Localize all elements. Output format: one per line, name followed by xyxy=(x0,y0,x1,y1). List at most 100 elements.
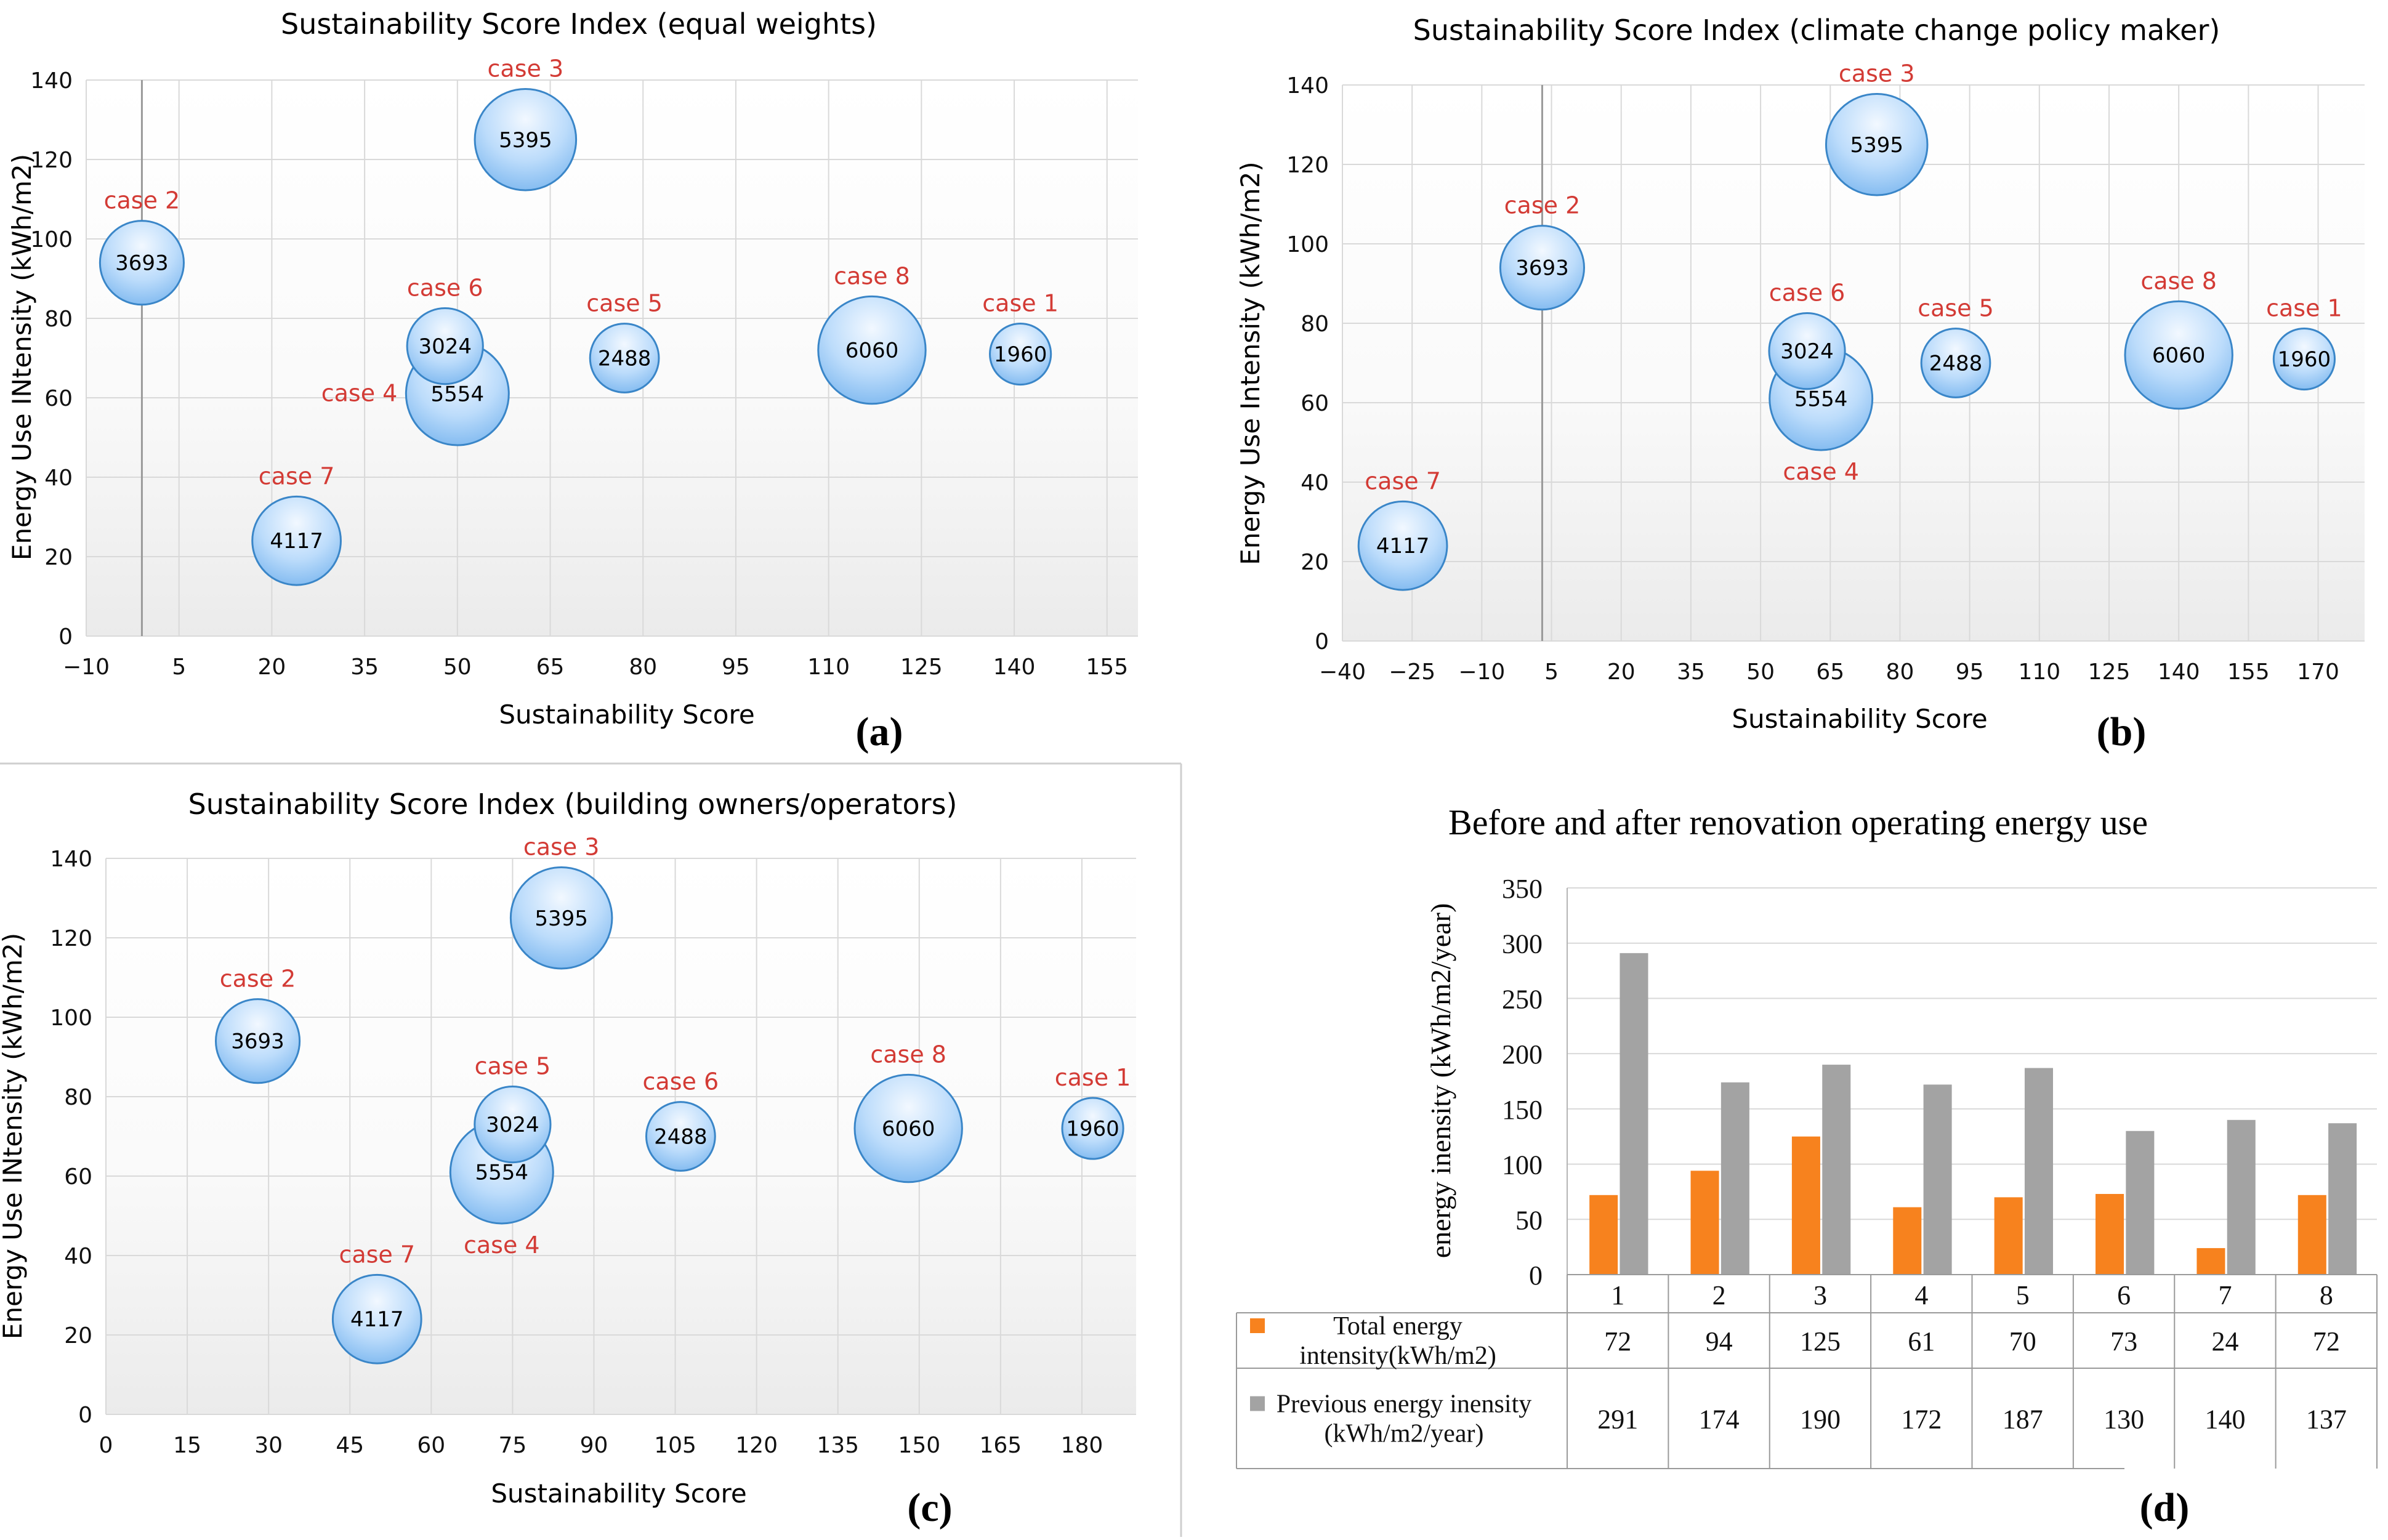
chart-b-case-label: case 3 xyxy=(1839,60,1915,87)
chart-c-bubble-size-label: 3024 xyxy=(486,1113,539,1137)
chart-a-y-tick-label: 40 xyxy=(44,466,73,491)
chart-b-y-axis-label: Energy Use Intensity (kWh/m2) xyxy=(1235,161,1265,565)
bar-chart-d: Before and after renovation operating en… xyxy=(1236,802,2378,1530)
chart-a-bubble-size-label: 5395 xyxy=(499,128,552,153)
chart-b-x-tick-label: 80 xyxy=(1886,659,1914,685)
chart-c-case-label: case 8 xyxy=(870,1041,946,1068)
legend-label-series2: Previous energy inensity xyxy=(1277,1390,1532,1419)
chart-d-category-label: 3 xyxy=(1813,1280,1827,1310)
chart-c-y-tick-label: 0 xyxy=(78,1403,92,1428)
chart-c-x-tick-label: 15 xyxy=(173,1433,201,1458)
chart-d-category-label: 8 xyxy=(2320,1280,2333,1310)
chart-b-bubble-case-3 xyxy=(1825,92,1929,196)
chart-a-y-tick-label: 20 xyxy=(44,545,73,570)
chart-c-x-tick-label: 150 xyxy=(898,1433,940,1458)
table-value-series1: 24 xyxy=(2211,1326,2238,1357)
chart-b-x-tick-label: 5 xyxy=(1544,659,1559,685)
chart-a-x-tick-label: 20 xyxy=(258,655,286,680)
chart-c-title: Sustainability Score Index (building own… xyxy=(188,788,958,821)
chart-d-bar-series2-cat7 xyxy=(2227,1119,2256,1275)
chart-d-category-label: 5 xyxy=(2016,1280,2030,1310)
table-value-series2: 130 xyxy=(2104,1405,2144,1435)
chart-a-y-tick-label: 140 xyxy=(30,68,73,94)
chart-c-bubble-case-7 xyxy=(331,1273,422,1365)
chart-a-bubble-size-label: 2488 xyxy=(598,347,651,371)
chart-b-y-tick-label: 20 xyxy=(1301,550,1329,575)
chart-c-case-label: case 1 xyxy=(1055,1064,1131,1091)
chart-b-case-label: case 1 xyxy=(2266,294,2342,321)
table-value-series1: 61 xyxy=(1908,1326,1935,1357)
chart-d-bar-series1-cat3 xyxy=(1791,1136,1820,1275)
chart-d-y-tick-label: 0 xyxy=(1529,1260,1543,1291)
chart-a-case-label: case 3 xyxy=(488,55,564,82)
legend-label-series2: (kWh/m2/year) xyxy=(1325,1420,1484,1448)
chart-c-x-tick-label: 45 xyxy=(336,1433,364,1458)
chart-c-x-tick-label: 30 xyxy=(254,1433,283,1458)
chart-c-bubble-size-label: 1960 xyxy=(1066,1117,1119,1142)
chart-a-bubble-case-2 xyxy=(99,220,185,306)
chart-a-title: Sustainability Score Index (equal weight… xyxy=(281,7,877,41)
chart-c-y-tick-label: 40 xyxy=(64,1244,92,1269)
chart-a-y-tick-label: 0 xyxy=(58,624,73,650)
chart-a-x-tick-label: 65 xyxy=(536,655,565,680)
chart-b-bubble-case-5 xyxy=(1920,328,1991,398)
panel-c-label: (c) xyxy=(907,1485,952,1530)
chart-c-x-tick-label: 135 xyxy=(817,1433,859,1458)
chart-b-bubble-case-6 xyxy=(1768,312,1846,390)
chart-c-y-tick-label: 80 xyxy=(64,1085,92,1110)
chart-c-bubble-case-1 xyxy=(1061,1097,1124,1160)
chart-b-x-tick-label: 65 xyxy=(1816,659,1844,685)
chart-a-x-tick-label: 110 xyxy=(807,655,850,680)
chart-a-x-tick-label: 35 xyxy=(350,655,379,680)
chart-b-bubble-size-label: 2488 xyxy=(1929,352,1983,376)
chart-b-bubble-case-2 xyxy=(1499,225,1586,311)
chart-c-case-label: case 5 xyxy=(475,1053,551,1080)
chart-a-bubble-case-1 xyxy=(989,322,1052,386)
chart-b-x-tick-label: 125 xyxy=(2088,659,2131,685)
legend-label-series1: intensity(kWh/m2) xyxy=(1299,1342,1496,1370)
chart-b-case-label: case 2 xyxy=(1504,192,1581,219)
chart-c-bubble-size-label: 2488 xyxy=(654,1125,708,1150)
chart-c-y-axis-label: Energy Use INtensity (kWh/m2) xyxy=(0,933,28,1339)
chart-d-bar-series1-cat6 xyxy=(2096,1194,2124,1275)
panel-d-label: (d) xyxy=(2140,1485,2190,1530)
chart-b-y-tick-label: 40 xyxy=(1301,470,1329,496)
chart-b-bubble-size-label: 5554 xyxy=(1794,387,1848,412)
chart-b-x-tick-label: 95 xyxy=(1956,659,1984,685)
chart-a-y-axis-label: Energy Use INtensity (kWh/m2) xyxy=(7,154,37,560)
chart-a-bubble-size-label: 4117 xyxy=(270,529,323,554)
legend-swatch-series2 xyxy=(1250,1396,1265,1411)
chart-d-y-tick-label: 100 xyxy=(1502,1150,1543,1180)
chart-c-bubble-size-label: 6060 xyxy=(882,1117,935,1142)
chart-b-x-tick-label: 170 xyxy=(2297,659,2339,685)
chart-a-case-label: case 2 xyxy=(104,187,180,214)
chart-a-y-tick-label: 120 xyxy=(30,148,73,173)
bubble-chart-b: Sustainability Score Index (climate chan… xyxy=(1235,14,2365,754)
chart-c-bubble-case-2 xyxy=(214,998,301,1084)
chart-d-y-axis-label: energy inensity (kWh/m2/year) xyxy=(1425,903,1456,1259)
chart-a-y-tick-label: 80 xyxy=(44,307,73,332)
chart-a-case-label: case 8 xyxy=(834,262,910,289)
chart-a-x-tick-label: −10 xyxy=(63,655,110,680)
chart-d-bar-series2-cat5 xyxy=(2024,1068,2053,1275)
chart-d-bar-series1-cat2 xyxy=(1690,1171,1719,1275)
chart-a-bubble-size-label: 3693 xyxy=(115,251,169,276)
chart-a-bubble-case-3 xyxy=(474,87,578,191)
chart-c-case-label: case 6 xyxy=(643,1068,719,1095)
chart-d-bar-series1-cat1 xyxy=(1589,1195,1618,1275)
chart-d-bar-series1-cat8 xyxy=(2297,1195,2326,1275)
chart-a-x-tick-label: 155 xyxy=(1086,655,1128,680)
chart-a-x-tick-label: 140 xyxy=(993,655,1036,680)
chart-a-x-tick-label: 95 xyxy=(722,655,750,680)
chart-d-bar-series2-cat1 xyxy=(1620,953,1648,1275)
chart-b-x-tick-label: −10 xyxy=(1458,659,1505,685)
chart-c-x-tick-label: 120 xyxy=(735,1433,778,1458)
chart-a-case-label: case 5 xyxy=(586,290,663,317)
chart-a-x-tick-label: 125 xyxy=(900,655,943,680)
chart-b-y-tick-label: 140 xyxy=(1286,73,1329,99)
chart-a-case-label: case 1 xyxy=(982,289,1059,316)
chart-a-case-label: case 4 xyxy=(321,380,398,407)
chart-a-bubble-case-7 xyxy=(251,495,342,586)
